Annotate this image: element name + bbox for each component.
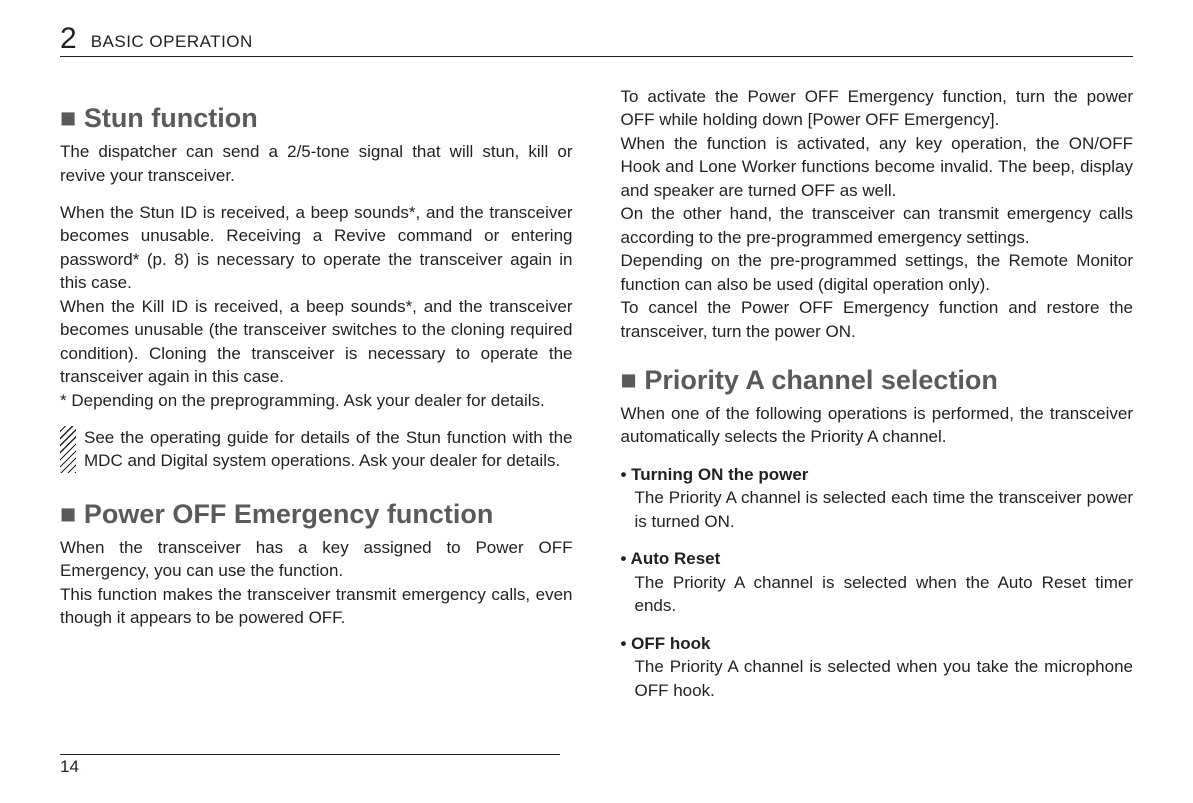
priority-item-label: • OFF hook <box>621 634 711 653</box>
stun-heading: ■ Stun function <box>60 103 573 134</box>
stun-note-text: See the operating guide for details of t… <box>84 426 573 473</box>
right-column: To activate the Power OFF Emergency func… <box>621 85 1134 716</box>
poweroff-cont-p4: Depending on the pre-programmed settings… <box>621 249 1134 296</box>
poweroff-cont-p5: To cancel the Power OFF Emergency functi… <box>621 296 1134 343</box>
priority-item-desc: The Priority A channel is selected when … <box>621 655 1134 702</box>
stun-footnote: * Depending on the preprogramming. Ask y… <box>60 389 573 412</box>
poweroff-p1: When the transceiver has a key assigned … <box>60 536 573 583</box>
heading-text: Power OFF Emergency function <box>84 499 494 529</box>
page-header: 2 BASIC OPERATION <box>60 20 1133 57</box>
poweroff-cont-p2: When the function is activated, any key … <box>621 132 1134 202</box>
manual-page: 2 BASIC OPERATION ■ Stun function The di… <box>0 0 1193 803</box>
priority-item-desc: The Priority A channel is selected each … <box>621 486 1134 533</box>
priority-heading: ■ Priority A channel selection <box>621 365 1134 396</box>
heading-bullet-icon: ■ <box>60 499 84 529</box>
chapter-number: 2 <box>60 24 77 54</box>
heading-bullet-icon: ■ <box>621 365 645 395</box>
page-number-rule: 14 <box>60 754 560 777</box>
poweroff-cont-p3: On the other hand, the transceiver can t… <box>621 202 1134 249</box>
priority-item-2: • OFF hook The Priority A channel is sel… <box>621 632 1134 702</box>
priority-item-desc: The Priority A channel is selected when … <box>621 571 1134 618</box>
left-column: ■ Stun function The dispatcher can send … <box>60 85 573 716</box>
stun-p3: When the Kill ID is received, a beep sou… <box>60 295 573 389</box>
heading-bullet-icon: ■ <box>60 103 84 133</box>
page-number: 14 <box>60 757 79 777</box>
priority-intro: When one of the following operations is … <box>621 402 1134 449</box>
priority-item-1: • Auto Reset The Priority A channel is s… <box>621 547 1134 617</box>
chapter-title: BASIC OPERATION <box>91 33 253 50</box>
content-columns: ■ Stun function The dispatcher can send … <box>60 85 1133 716</box>
stun-note: See the operating guide for details of t… <box>60 426 573 473</box>
stun-p2: When the Stun ID is received, a beep sou… <box>60 201 573 295</box>
heading-text: Priority A channel selection <box>644 365 998 395</box>
poweroff-heading: ■ Power OFF Emergency function <box>60 499 573 530</box>
priority-item-0: • Turning ON the power The Priority A ch… <box>621 463 1134 533</box>
stun-p1: The dispatcher can send a 2/5-tone signa… <box>60 140 573 187</box>
priority-item-label: • Auto Reset <box>621 549 721 568</box>
priority-item-label: • Turning ON the power <box>621 465 809 484</box>
poweroff-cont-p1: To activate the Power OFF Emergency func… <box>621 85 1134 132</box>
hatch-icon <box>60 426 76 473</box>
poweroff-p2: This function makes the transceiver tran… <box>60 583 573 630</box>
heading-text: Stun function <box>84 103 258 133</box>
